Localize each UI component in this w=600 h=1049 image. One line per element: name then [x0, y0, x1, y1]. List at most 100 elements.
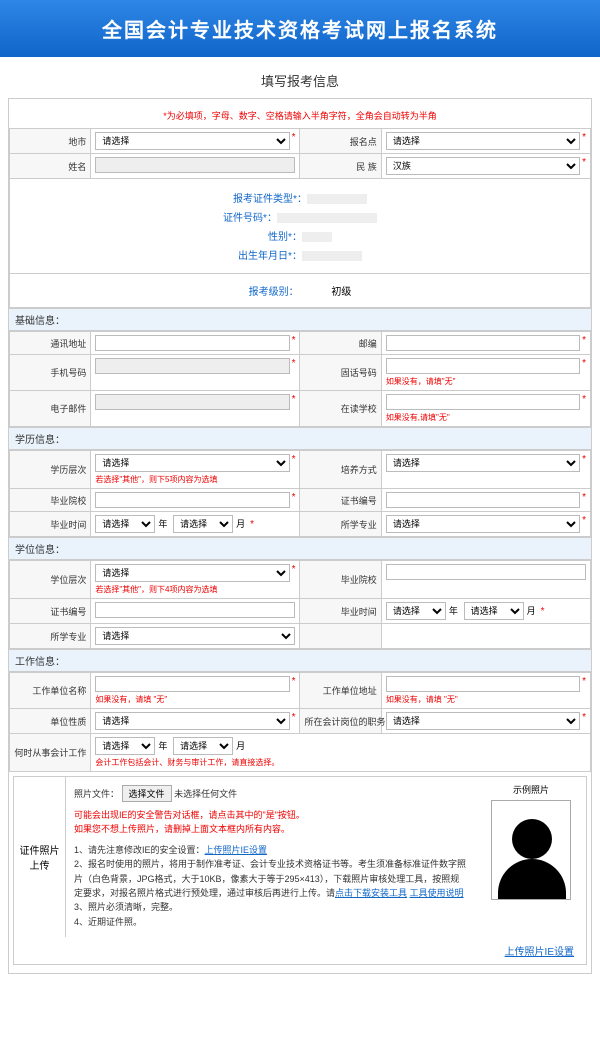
name-input[interactable]: [95, 157, 295, 173]
deg-certno-input[interactable]: [95, 602, 295, 618]
deg-grad-year[interactable]: 请选择: [386, 602, 446, 620]
work-position-select[interactable]: 请选择: [386, 712, 580, 730]
page-subtitle: 填写报考信息: [0, 57, 600, 98]
edu-school-input[interactable]: [95, 492, 289, 508]
deg-major-select[interactable]: 请选择: [95, 627, 295, 645]
photo-nofile: 未选择任何文件: [174, 789, 237, 799]
edu-grad-month[interactable]: 请选择: [173, 515, 233, 533]
edu-major-select[interactable]: 请选择: [386, 515, 580, 533]
cert-num-label: 证件号码*：: [223, 213, 277, 224]
work-since-month[interactable]: 请选择: [173, 737, 233, 755]
edu-level-select[interactable]: 请选择: [95, 454, 289, 472]
site-label: 报名点: [300, 129, 381, 154]
school-note: 如果没有,请填"无": [386, 412, 580, 423]
photo-p4: 4、近期证件照。: [74, 915, 468, 929]
edu-certno-input[interactable]: [386, 492, 580, 508]
edu-grid: 学历层次 请选择若选择"其他"，则下5项内容为选填* 培养方式 请选择* 毕业院…: [9, 450, 591, 537]
name-label: 姓名: [10, 154, 91, 179]
edu-gradtime-label: 毕业时间: [10, 512, 91, 537]
photo-instructions: 照片文件： 选择文件 未选择任何文件 可能会出现IE的安全警告对话框，请点击其中…: [66, 777, 476, 937]
zip-label: 邮编: [300, 332, 381, 355]
deg-grad-month[interactable]: 请选择: [464, 602, 524, 620]
photo-p2: 2、报名时使用的照片，将用于制作准考证、会计专业技术资格证书等。考生须准备标准证…: [74, 859, 466, 898]
edu-major-label: 所学专业: [300, 512, 381, 537]
work-position-label: 所在会计岗位的职务: [300, 709, 381, 734]
zip-input[interactable]: [386, 335, 580, 351]
req-star: *: [582, 157, 586, 168]
level-label: 报考级别：: [249, 287, 299, 298]
ethnic-select[interactable]: 汉族: [386, 157, 580, 175]
photo-footer-link[interactable]: 上传照片IE设置: [505, 947, 574, 958]
header-title: 全国会计专业技术资格考试网上报名系统: [102, 20, 498, 42]
edu-level-note: 若选择"其他"，则下5项内容为选填: [95, 474, 289, 485]
section-degree: 学位信息：: [9, 537, 591, 560]
photo-p1: 1、请先注意修改IE的安全设置：: [74, 845, 205, 855]
required-hint: *为必填项，字母、数字、空格请输入半角字符，全角会自动转为半角: [9, 103, 591, 128]
level-info: 报考级别： 初级: [14, 277, 586, 304]
mobile-label: 手机号码: [10, 355, 91, 391]
edu-mode-label: 培养方式: [300, 451, 381, 489]
work-since-note: 会计工作包括会计、财务与审计工作，请直接选择。: [95, 757, 586, 768]
work-nature-select[interactable]: 请选择: [95, 712, 289, 730]
addr-input[interactable]: [95, 335, 289, 351]
dob-label: 出生年月日*：: [238, 251, 302, 262]
photo-warn1: 可能会出现IE的安全警告对话框，请点击其中的"是"按钮。: [74, 808, 468, 822]
city-label: 地市: [10, 129, 91, 154]
section-basic: 基础信息：: [9, 308, 591, 331]
sex-val: [302, 232, 332, 242]
work-addr-note: 如果没有，请填 "无": [386, 694, 580, 705]
addr-label: 通讯地址: [10, 332, 91, 355]
edu-grad-year[interactable]: 请选择: [95, 515, 155, 533]
photo-sample: 示例照片: [476, 777, 586, 937]
deg-major-label: 所学专业: [10, 624, 91, 649]
deg-level-label: 学位层次: [10, 561, 91, 599]
photo-browse-button[interactable]: 选择文件: [122, 785, 172, 802]
deg-gradtime-label: 毕业时间: [300, 599, 381, 624]
photo-sample-label: 示例照片: [482, 783, 580, 796]
photo-side-label: 证件照片上传: [14, 777, 66, 937]
work-unit-input[interactable]: [95, 676, 289, 692]
edu-level-label: 学历层次: [10, 451, 91, 489]
site-select[interactable]: 请选择: [386, 132, 580, 150]
basic-grid: 通讯地址 * 邮编 * 手机号码 * 固话号码 如果没有，请填"无"* 电子邮件…: [9, 331, 591, 427]
cert-num-val: [277, 213, 377, 223]
city-select[interactable]: 请选择: [95, 132, 289, 150]
phone-label: 固话号码: [300, 355, 381, 391]
degree-grid: 学位层次 请选择若选择"其他"，则下4项内容为选填* 毕业院校 证书编号 毕业时…: [9, 560, 591, 649]
deg-level-select[interactable]: 请选择: [95, 564, 289, 582]
work-nature-label: 单位性质: [10, 709, 91, 734]
work-addr-input[interactable]: [386, 676, 580, 692]
cert-type-val: [307, 194, 367, 204]
cert-info: 报考证件类型*： 证件号码*： 性别*： 出生年月日*：: [14, 182, 586, 270]
edu-mode-select[interactable]: 请选择: [386, 454, 580, 472]
deg-school-input[interactable]: [386, 564, 586, 580]
edu-certno-label: 证书编号: [300, 489, 381, 512]
deg-school-label: 毕业院校: [300, 561, 381, 599]
ethnic-label: 民 族: [300, 154, 381, 179]
photo-file-label: 照片文件：: [74, 789, 119, 799]
req-star: *: [292, 132, 296, 143]
photo-sample-image: [491, 800, 571, 900]
level-val: 初级: [331, 287, 351, 298]
section-edu: 学历信息：: [9, 427, 591, 450]
mobile-input[interactable]: [95, 358, 289, 374]
email-input[interactable]: [95, 394, 289, 410]
photo-p3: 3、照片必须清晰，完整。: [74, 900, 468, 914]
email-label: 电子邮件: [10, 391, 91, 427]
cert-type-label: 报考证件类型*：: [233, 194, 307, 205]
deg-certno-label: 证书编号: [10, 599, 91, 624]
work-unit-note: 如果没有，请填 "无": [95, 694, 289, 705]
photo-warn2: 如果您不想上传照片，请删掉上面文本框内所有内容。: [74, 822, 468, 836]
photo-p2-link1[interactable]: 点击下载安装工具: [335, 888, 407, 898]
req-star: *: [582, 132, 586, 143]
school-input[interactable]: [386, 394, 580, 410]
edu-school-label: 毕业院校: [10, 489, 91, 512]
work-since-year[interactable]: 请选择: [95, 737, 155, 755]
work-addr-label: 工作单位地址: [300, 673, 381, 709]
work-unit-label: 工作单位名称: [10, 673, 91, 709]
section-work: 工作信息：: [9, 649, 591, 672]
phone-input[interactable]: [386, 358, 580, 374]
page-header: 全国会计专业技术资格考试网上报名系统: [0, 0, 600, 57]
photo-p2-link2[interactable]: 工具使用说明: [410, 888, 464, 898]
photo-p1-link[interactable]: 上传照片IE设置: [205, 845, 268, 855]
